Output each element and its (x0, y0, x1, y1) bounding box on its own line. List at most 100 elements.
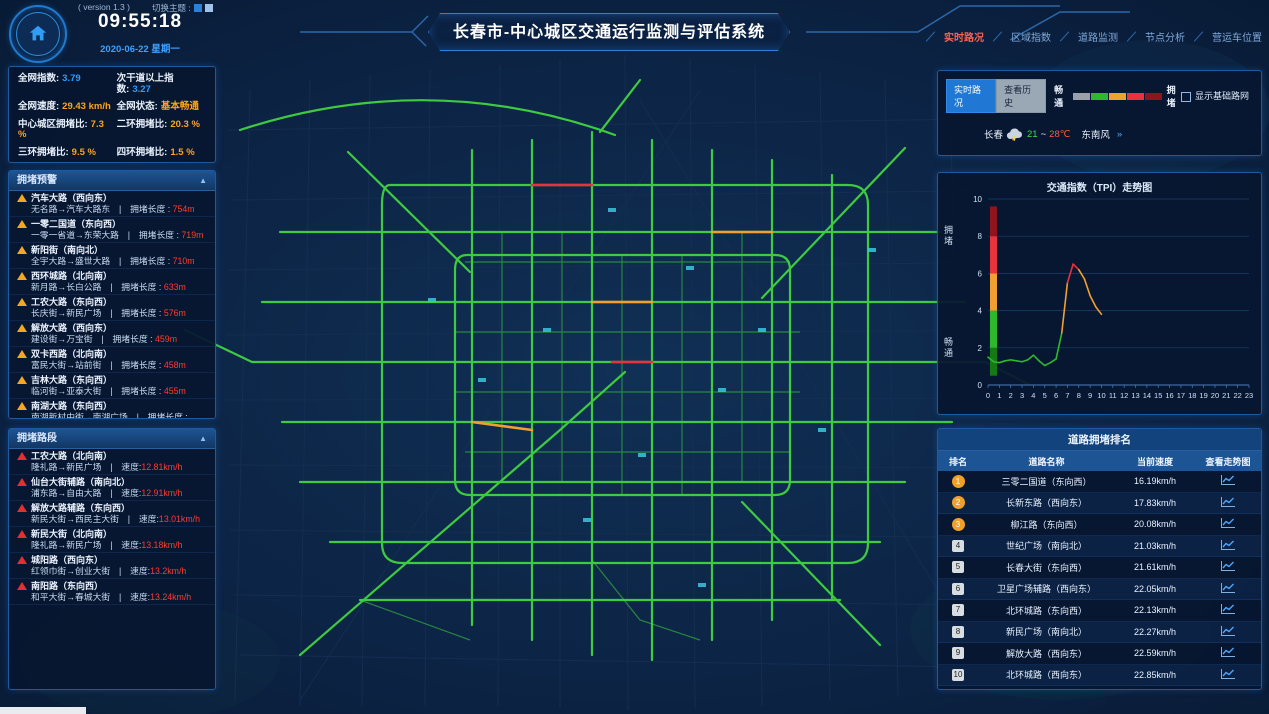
roadnet-control-panel: 实时路况 查看历史 畅通 拥堵 显示基础路网 长春 21 ~ 28℃ 东南风 » (937, 70, 1262, 156)
warning-item[interactable]: 吉林大路（东向西） 临河街→亚泰大街 | 拥堵长度 : 455m (9, 373, 215, 399)
collapse-icon[interactable]: ▲ (199, 175, 207, 185)
trend-chart-icon[interactable] (1220, 646, 1236, 660)
congestion-item[interactable]: 新民大街（北向南） 隆礼路→新民广场 | 速度:13.18km/h (9, 527, 215, 553)
svg-text:3: 3 (1020, 391, 1024, 400)
warning-list: 汽车大路（西向东） 无名路→汽车大路东 | 拥堵长度 : 754m 一零二国道（… (9, 191, 215, 418)
map-label-markers (428, 208, 876, 587)
stat-item: 中心城区拥堵比: 7.3 % (18, 118, 104, 140)
ranking-row: 3 柳江路（东向西） 20.08km/h (938, 514, 1261, 536)
view-history-button[interactable]: 查看历史 (996, 79, 1047, 113)
congestion-item[interactable]: 工农大路（北向南） 隆礼路→新民广场 | 速度:12.81km/h (9, 449, 215, 475)
svg-text:12: 12 (1120, 391, 1128, 400)
trend-chart-icon[interactable] (1220, 625, 1236, 639)
nav-item-fleet-location[interactable]: 营运车位置 (1212, 33, 1262, 44)
home-logo[interactable] (9, 5, 67, 63)
svg-text:2: 2 (1009, 391, 1013, 400)
trend-chart-icon[interactable] (1220, 474, 1236, 488)
theme-swatch-blue[interactable] (193, 4, 202, 12)
realtime-traffic-button[interactable]: 实时路况 (946, 79, 997, 113)
trend-chart-icon[interactable] (1220, 668, 1236, 682)
ranking-row: 7 北环城路（东向西） 22.13km/h (938, 600, 1261, 622)
trend-chart-icon[interactable] (1220, 496, 1236, 510)
weather-more-arrow[interactable]: » (1116, 128, 1123, 140)
svg-text:1: 1 (997, 391, 1001, 400)
show-base-roadnet-checkbox[interactable] (1181, 91, 1191, 102)
trend-chart-icon[interactable] (1220, 560, 1236, 574)
road-name: 柳江路（东向西） (1010, 519, 1083, 530)
nav-item-realtime[interactable]: 实时路况 (944, 33, 984, 44)
svg-text:14: 14 (1143, 391, 1151, 400)
alert-icon (17, 478, 27, 487)
warning-icon (17, 298, 27, 307)
congestion-list: 工农大路（北向南） 隆礼路→新民广场 | 速度:12.81km/h 仙台大街辅路… (9, 449, 215, 689)
warning-icon (17, 350, 27, 359)
warning-item[interactable]: 新阳街（南向北） 全宇大路→盛世大路 | 拥堵长度 : 710m (9, 243, 215, 269)
congested-sections-panel: 拥堵路段 ▲ 工农大路（北向南） 隆礼路→新民广场 | 速度:12.81km/h… (8, 428, 216, 690)
current-speed: 22.05km/h (1133, 583, 1177, 594)
congestion-warning-panel: 拥堵预警 ▲ 汽车大路（西向东） 无名路→汽车大路东 | 拥堵长度 : 754m… (8, 170, 216, 419)
road-name: 卫星广场辅路（西向东） (996, 584, 1096, 595)
trend-chart-icon[interactable] (1220, 603, 1236, 617)
congestion-item[interactable]: 城阳路（西向东） 红领巾街→创业大街 | 速度:13.2km/h (9, 553, 215, 579)
ranking-row: 5 长春大街（东向西） 21.61km/h (938, 557, 1261, 579)
warning-item[interactable]: 南湖大路（东向西） 南湖新村中街→南湖广场 | 拥堵长度 : 438m (9, 399, 215, 418)
legend-color-block (1108, 92, 1126, 100)
trend-chart-icon[interactable] (1220, 517, 1236, 531)
road-name: 解放大路（西向东） (1005, 648, 1087, 659)
theme-swatch-light[interactable] (204, 4, 213, 12)
stat-item: 全网状态: 基本畅通 (116, 101, 199, 112)
svg-text:21: 21 (1222, 391, 1230, 400)
warning-item[interactable]: 工农大路（东向西） 长庆街→新民广场 | 拥堵长度 : 576m (9, 295, 215, 321)
congestion-item[interactable]: 仙台大街辅路（南向北） 浦东路→自由大路 | 速度:12.91km/h (9, 475, 215, 501)
congestion-item[interactable]: 南阳路（东向西） 和平大街→春城大街 | 速度:13.24km/h (9, 579, 215, 605)
warning-item[interactable]: 西环城路（北向南） 新月路→长白公路 | 拥堵长度 : 633m (9, 269, 215, 295)
nav-separator (1126, 31, 1137, 42)
ranking-row: 2 长新东路（西向东） 17.83km/h (938, 492, 1261, 514)
weather-icon (1006, 127, 1022, 141)
trend-chart-icon[interactable] (1220, 539, 1236, 553)
theme-switcher: 切换主题 : (152, 2, 213, 14)
warning-item[interactable]: 一零二国道（东向西） 一零一省道→东荣大路 | 拥堵长度 : 719m (9, 217, 215, 243)
logo-inner-ring (16, 12, 60, 56)
trend-chart-icon[interactable] (1220, 582, 1236, 596)
warning-item[interactable]: 双卡西路（北向南） 富民大街→站前街 | 拥堵长度 : 458m (9, 347, 215, 373)
road-name: 长新东路（西向东） (1005, 498, 1087, 509)
current-speed: 22.13km/h (1133, 605, 1177, 616)
rank-badge: 7 (952, 604, 964, 617)
collapse-icon[interactable]: ▲ (199, 433, 207, 443)
legend-color-block (1126, 92, 1144, 100)
nav-item-node-analysis[interactable]: 节点分析 (1145, 33, 1185, 44)
nav-item-region-index[interactable]: 区域指数 (1011, 33, 1051, 44)
svg-text:17: 17 (1177, 391, 1185, 400)
warning-item[interactable]: 汽车大路（西向东） 无名路→汽车大路东 | 拥堵长度 : 754m (9, 191, 215, 217)
major-roads (183, 78, 1032, 662)
warning-item[interactable]: 解放大路（西向东） 建设街→万宝街 | 拥堵长度 : 459m (9, 321, 215, 347)
road-name: 世纪广场（南向北） (1005, 541, 1087, 552)
warning-icon (17, 246, 27, 255)
stat-item: 二环拥堵比: 20.3 % (116, 118, 200, 130)
ranking-title: 道路拥堵排名 (938, 429, 1261, 451)
nav-separator (1193, 31, 1204, 42)
svg-text:13: 13 (1131, 391, 1139, 400)
congestion-item[interactable]: 解放大路辅路（东向西） 新民大街→西民主大街 | 速度:13.01km/h (9, 501, 215, 527)
svg-text:6: 6 (1054, 391, 1058, 400)
rank-badge: 1 (951, 474, 965, 488)
nav-item-road-monitor[interactable]: 道路监测 (1078, 33, 1118, 44)
rank-badge: 4 (952, 539, 964, 552)
current-speed: 21.61km/h (1133, 562, 1177, 573)
nav-separator (925, 31, 936, 42)
theme-label: 切换主题 : (152, 3, 191, 13)
warning-icon (17, 272, 27, 281)
svg-text:18: 18 (1188, 391, 1196, 400)
rank-badge: 2 (951, 496, 965, 510)
alert-icon (17, 452, 27, 461)
weather-city: 长春 (984, 130, 1004, 141)
ranking-row: 4 世纪广场（南向北） 21.03km/h (938, 535, 1261, 557)
congested-segments (470, 183, 774, 432)
main-nav: 实时路况 区域指数 道路监测 节点分析 营运车位置 数据查询 (922, 29, 1269, 44)
warning-icon (17, 220, 27, 229)
panel-title: 拥堵预警 (17, 174, 57, 186)
warning-icon (17, 402, 27, 411)
svg-text:15: 15 (1154, 391, 1162, 400)
